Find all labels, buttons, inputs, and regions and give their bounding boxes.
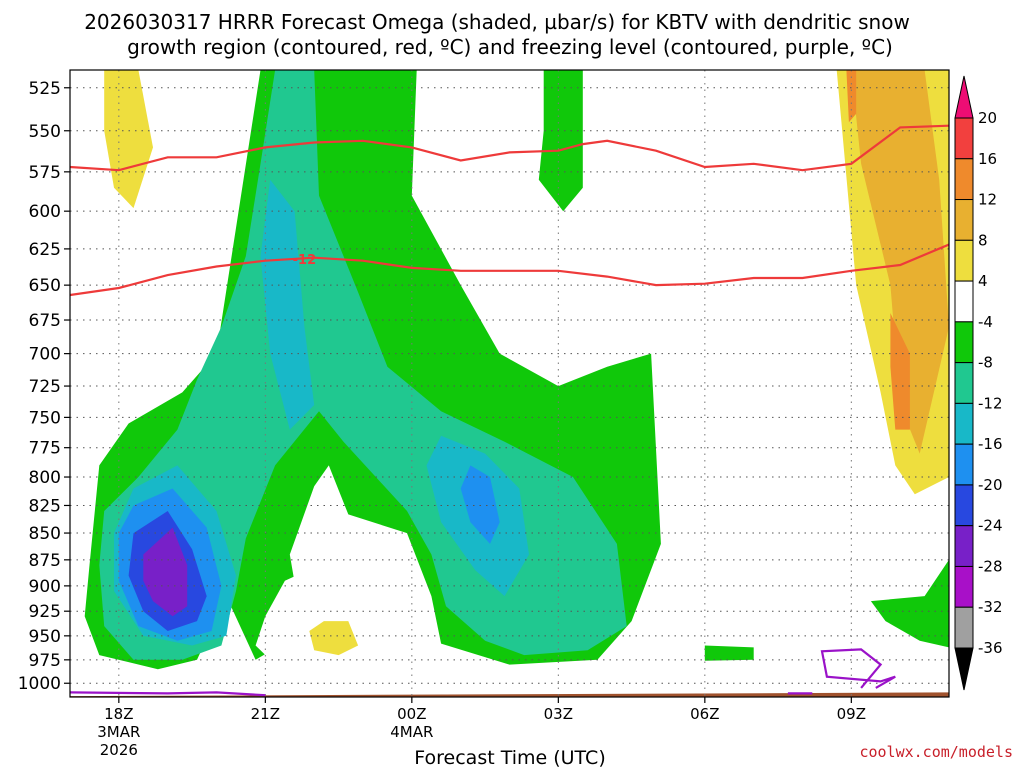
y-tick-label-825: 825 xyxy=(29,496,61,516)
omega-region-13 xyxy=(260,179,315,430)
colorbar-label-1: 16 xyxy=(978,150,997,168)
x-tick-label-06Z: 06Z xyxy=(690,705,719,723)
omega-region-11 xyxy=(704,645,754,661)
colorbar-label-5: -4 xyxy=(978,313,993,331)
colorbar-label-9: -20 xyxy=(978,476,1003,494)
omega-region-9 xyxy=(538,70,583,212)
omega-shading xyxy=(70,70,949,697)
colorbar-segment-10 xyxy=(954,525,974,567)
freezing-level-contour-2 xyxy=(820,648,896,689)
omega-region-19 xyxy=(143,527,188,617)
colorbar-segment-4 xyxy=(954,280,974,323)
colorbar-label-4: 4 xyxy=(978,272,988,290)
colorbar-segment-0 xyxy=(954,117,974,160)
y-tick-label-850: 850 xyxy=(29,524,61,544)
colorbar-segment-12 xyxy=(954,606,974,649)
omega-region-2 xyxy=(685,130,725,278)
colorbar-top-arrow xyxy=(954,75,974,119)
colorbar-label-8: -16 xyxy=(978,435,1003,453)
x-axis-label: Forecast Time (UTC) xyxy=(414,747,605,768)
colorbar-segment-7 xyxy=(954,402,974,445)
colorbar-label-7: -12 xyxy=(978,394,1003,412)
colorbar-segment-8 xyxy=(954,443,974,486)
colorbar-segment-3 xyxy=(954,239,974,282)
plot-frame xyxy=(69,69,950,698)
omega-region-17 xyxy=(460,465,500,544)
colorbar-label-3: 8 xyxy=(978,231,988,249)
y-tick-label-925: 925 xyxy=(29,602,61,622)
contour-label-0: -12 xyxy=(293,253,317,268)
colorbar-label-13: -36 xyxy=(978,639,1003,657)
x-tick-label-09Z: 09Z xyxy=(837,705,866,723)
y-tick-label-550: 550 xyxy=(29,122,61,142)
y-tick-label-975: 975 xyxy=(29,651,61,671)
colorbar-label-11: -28 xyxy=(978,557,1003,575)
y-tick-label-650: 650 xyxy=(29,276,61,296)
x-tick-label-21Z: 21Z xyxy=(251,705,280,723)
dgz-contour-1 xyxy=(70,243,949,297)
colorbar-segment-6 xyxy=(954,362,974,404)
x-tick-date-00Z: 4MAR xyxy=(390,723,433,741)
colorbar-segment-5 xyxy=(954,321,974,364)
colorbar-label-12: -32 xyxy=(978,598,1003,616)
chart-title-line2: growth region (contoured, red, ºC) and f… xyxy=(127,35,893,59)
x-tick-label-03Z: 03Z xyxy=(544,705,573,723)
y-tick-label-800: 800 xyxy=(29,468,61,488)
grid-lines xyxy=(70,70,949,697)
y-tick-label-775: 775 xyxy=(29,439,61,459)
site-credit: coolwx.com/models xyxy=(859,743,1013,761)
colorbar-segment-1 xyxy=(954,158,974,201)
y-tick-label-675: 675 xyxy=(29,311,61,331)
omega-region-21 xyxy=(309,621,359,656)
contour-lines: -12 xyxy=(70,124,949,697)
x-tick-date-18Z: 3MAR xyxy=(97,723,140,741)
omega-region-5 xyxy=(851,70,949,454)
x-tick-label-18Z: 18Z xyxy=(104,705,133,723)
pressure-axis: 525 550 575 600 625 650 675 700 725 750 775 800 825 8… xyxy=(18,79,70,694)
x-tick-year-18Z: 2026 xyxy=(100,741,138,759)
y-tick-label-600: 600 xyxy=(29,202,61,222)
terrain-surface xyxy=(70,692,949,697)
y-tick-label-1000: 1000 xyxy=(18,674,61,694)
colorbar-segment-2 xyxy=(954,199,974,241)
y-tick-label-875: 875 xyxy=(29,551,61,571)
omega-region-1 xyxy=(104,70,153,209)
omega-region-6 xyxy=(890,313,910,430)
chart-title-line1: 2026030317 HRRR Forecast Omega (shaded, … xyxy=(84,10,910,34)
y-tick-label-700: 700 xyxy=(29,345,61,365)
colorbar-segment-9 xyxy=(954,484,974,527)
y-tick-label-725: 725 xyxy=(29,377,61,397)
x-tick-label-00Z: 00Z xyxy=(397,705,426,723)
y-tick-label-575: 575 xyxy=(29,163,61,183)
colorbar-label-0: 20 xyxy=(978,109,997,127)
y-tick-label-525: 525 xyxy=(29,79,61,99)
y-tick-label-950: 950 xyxy=(29,627,61,647)
y-tick-label-900: 900 xyxy=(29,577,61,597)
dgz-contour-0 xyxy=(70,124,949,172)
colorbar-label-2: 12 xyxy=(978,191,997,209)
colorbar-label-6: -8 xyxy=(978,354,993,372)
colorbar-segment-11 xyxy=(954,565,974,608)
omega-region-10 xyxy=(870,559,949,648)
colorbar-label-10: -24 xyxy=(978,517,1003,535)
y-tick-label-750: 750 xyxy=(29,408,61,428)
colorbar-bottom-arrow xyxy=(954,647,974,691)
omega-colorbar: 20 16 12 8 4 -4 -8 -12 -16 -20 -24 -28 -32 -36 xyxy=(954,75,1003,691)
freezing-level-contour-0 xyxy=(70,691,266,697)
y-tick-label-625: 625 xyxy=(29,240,61,260)
